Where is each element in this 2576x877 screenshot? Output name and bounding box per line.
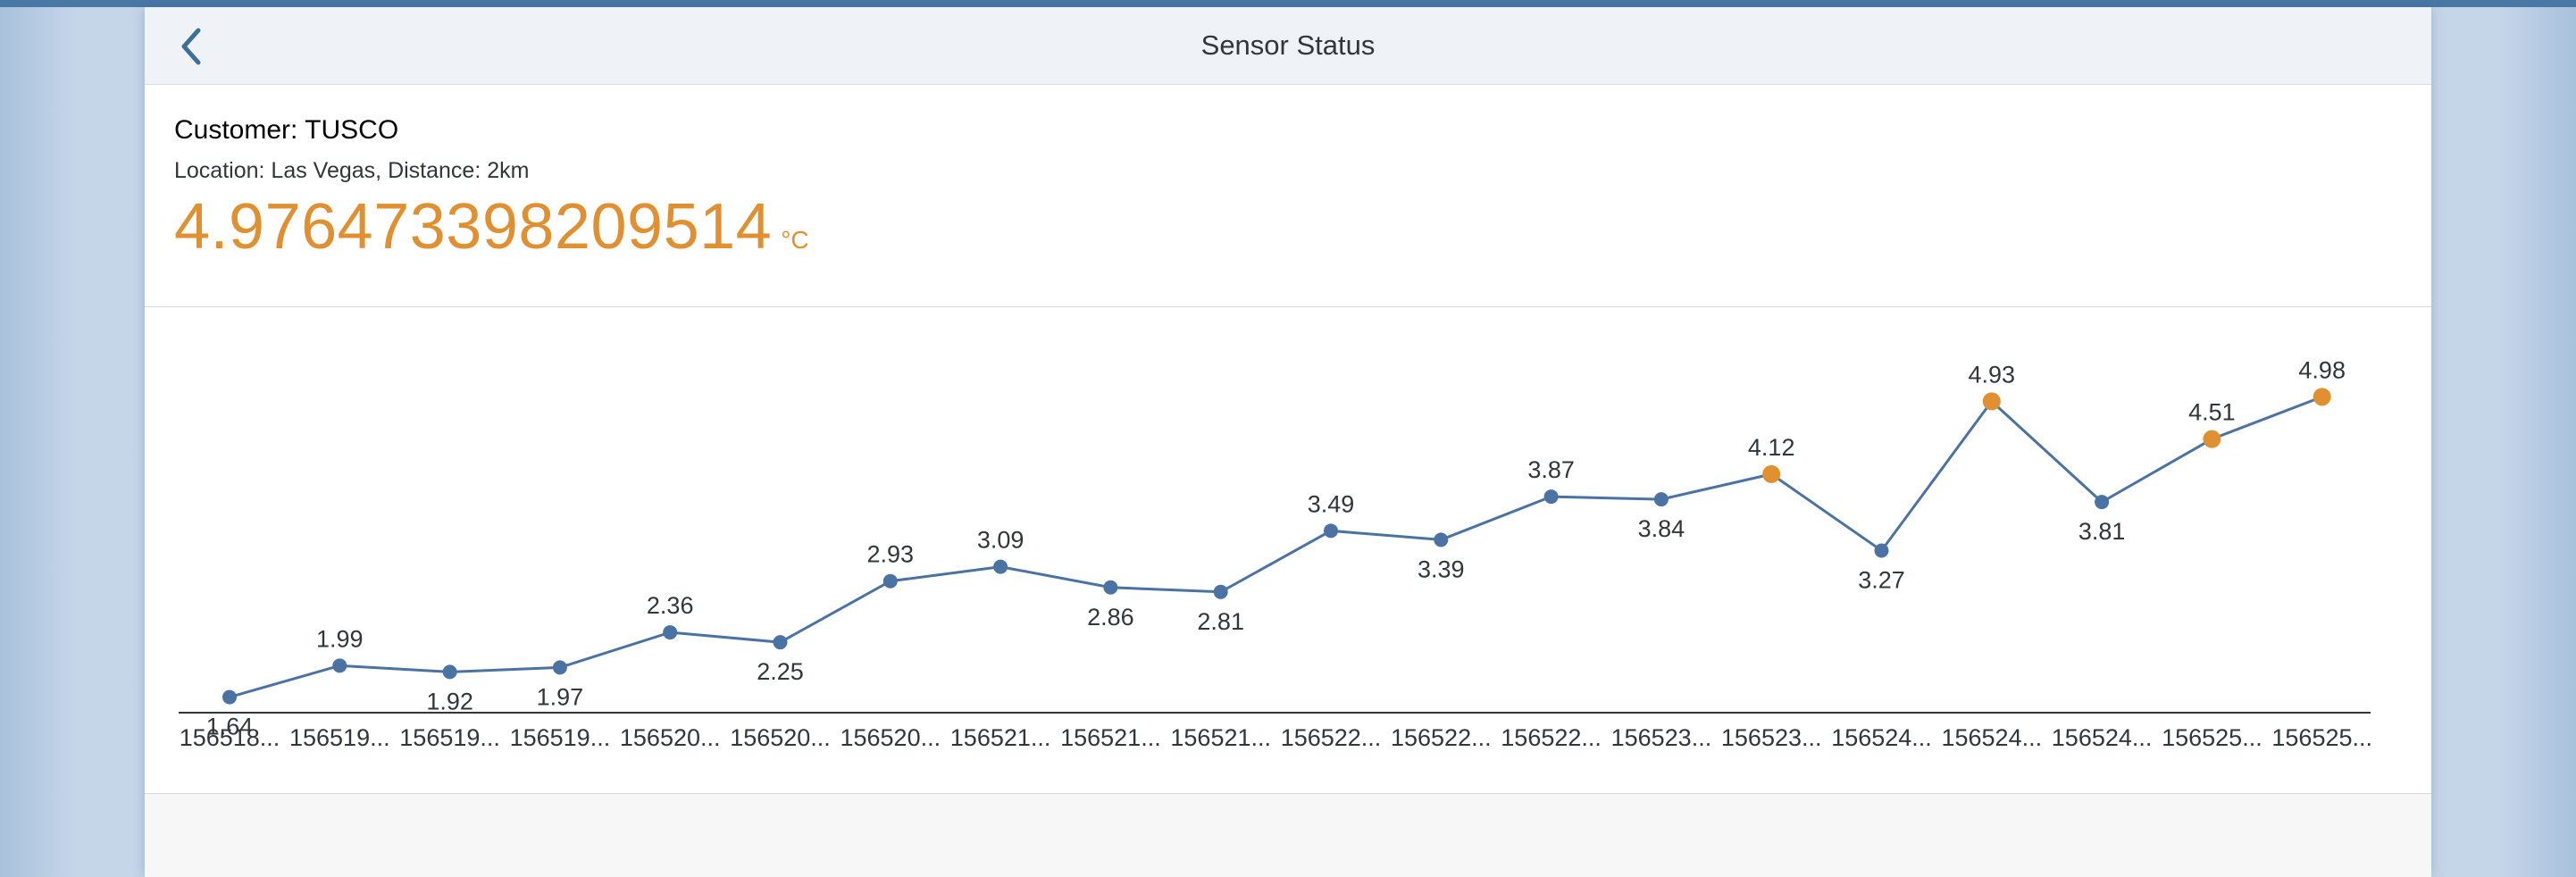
data-point[interactable] [1213, 584, 1228, 599]
data-point[interactable] [442, 664, 457, 680]
data-label: 4.98 [2298, 356, 2346, 383]
sensor-info-card: Customer: TUSCO Location: Las Vegas, Dis… [145, 85, 2431, 307]
data-label: 2.86 [1087, 604, 1134, 631]
data-point[interactable] [1653, 492, 1669, 507]
data-label: 3.84 [1638, 515, 1685, 542]
data-label: 2.93 [867, 541, 915, 568]
data-label: 2.81 [1197, 608, 1244, 635]
data-points [222, 388, 2331, 705]
data-label: 1.64 [206, 714, 254, 740]
x-tick-label: 156522... [1501, 724, 1602, 751]
data-point[interactable] [773, 635, 788, 650]
x-tick-label: 156520... [840, 724, 941, 751]
x-tick-label: 156522... [1281, 724, 1382, 751]
x-tick-label: 156518... [180, 724, 280, 751]
x-tick-label: 156520... [620, 724, 721, 751]
series-line [229, 395, 2323, 699]
chevron-left-icon [181, 28, 201, 65]
data-label: 4.51 [2188, 399, 2236, 426]
x-tick-label: 156525... [2162, 724, 2262, 751]
data-point[interactable] [552, 660, 567, 675]
chart-card: 1.64 1.99 1.92 1.97 2.36 2.25 2.93 3.09 2.86 2.81… [145, 307, 2431, 794]
data-label: 1.92 [426, 688, 473, 714]
data-point[interactable] [2313, 388, 2331, 406]
data-label: 3.27 [1858, 566, 1905, 593]
x-tick-label: 156519... [399, 724, 500, 751]
x-tick-label: 156522... [1391, 724, 1492, 751]
data-label: 1.99 [316, 625, 364, 652]
x-tick-label: 156524... [1941, 724, 2042, 751]
data-point[interactable] [1434, 532, 1449, 547]
data-point[interactable] [332, 658, 347, 673]
data-label: 3.39 [1418, 555, 1465, 582]
page-title: Sensor Status [1200, 29, 1376, 61]
data-label: 2.25 [757, 658, 804, 685]
data-label: 4.93 [1969, 361, 2016, 388]
data-point[interactable] [222, 689, 237, 705]
x-tick-label: 156523... [1721, 724, 1822, 751]
data-point[interactable] [1543, 489, 1559, 505]
data-point[interactable] [1324, 523, 1338, 539]
data-point[interactable] [882, 573, 898, 589]
data-label: 3.49 [1308, 490, 1355, 517]
data-point[interactable] [663, 625, 678, 640]
x-tick-label: 156524... [1831, 724, 1932, 751]
x-tick-label: 156523... [1611, 724, 1712, 751]
x-tick-label: 156519... [289, 724, 390, 751]
customer-label: Customer: TUSCO [174, 115, 399, 145]
sensor-value-display: 4.976473398209514 °C [174, 190, 809, 263]
data-label: 3.81 [2078, 518, 2126, 545]
app-shell: Sensor Status Customer: TUSCO Location: … [145, 7, 2431, 877]
data-label: 4.12 [1748, 434, 1795, 461]
data-point[interactable] [2203, 430, 2221, 448]
location-label: Location: Las Vegas, Distance: 2km [174, 158, 530, 183]
x-tick-label: 156520... [730, 724, 831, 751]
top-accent-bar [0, 0, 2576, 7]
data-label: 3.09 [977, 527, 1025, 554]
x-tick-label: 156521... [950, 724, 1051, 751]
x-tick-labels: 156518... 156519... 156519... 156519... 1565… [180, 724, 2372, 751]
x-tick-label: 156524... [2052, 724, 2153, 751]
sensor-value: 4.976473398209514 [174, 191, 773, 263]
x-tick-label: 156519... [510, 724, 611, 751]
page-header: Sensor Status [145, 7, 2431, 85]
temperature-line-chart: 1.64 1.99 1.92 1.97 2.36 2.25 2.93 3.09 2.86 2.81… [179, 356, 2372, 751]
x-tick-label: 156521... [1060, 724, 1161, 751]
data-label: 1.97 [537, 683, 584, 710]
back-button[interactable] [166, 21, 216, 71]
data-point[interactable] [1103, 580, 1118, 595]
data-label: 2.36 [647, 592, 694, 619]
x-tick-label: 156521... [1170, 724, 1271, 751]
sensor-unit: °C [781, 226, 809, 254]
x-tick-label: 156525... [2271, 724, 2372, 751]
data-point[interactable] [1874, 543, 1889, 558]
data-label: 3.87 [1527, 456, 1575, 483]
data-point[interactable] [2095, 495, 2110, 510]
data-point[interactable] [1982, 392, 2001, 411]
data-point[interactable] [1762, 464, 1781, 483]
data-point[interactable] [993, 559, 1008, 574]
data-labels: 1.64 1.99 1.92 1.97 2.36 2.25 2.93 3.09 2.86 2.81… [206, 356, 2346, 739]
